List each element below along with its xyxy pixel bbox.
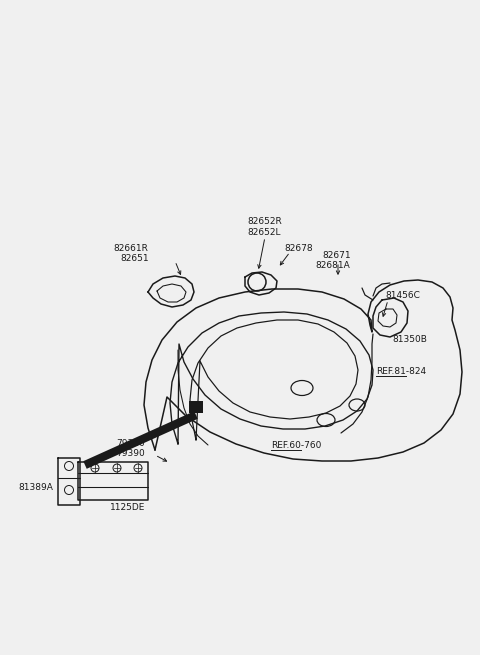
Text: 82651: 82651 — [120, 253, 149, 263]
FancyBboxPatch shape — [189, 401, 203, 413]
Text: 82652L: 82652L — [247, 227, 280, 236]
Text: 79380: 79380 — [116, 440, 145, 449]
Text: 79390: 79390 — [116, 449, 145, 458]
Text: 81389A: 81389A — [18, 483, 53, 491]
Text: REF.81-824: REF.81-824 — [376, 367, 426, 377]
Text: 82681A: 82681A — [315, 261, 350, 271]
Text: 82652R: 82652R — [247, 217, 282, 227]
Text: 81456C: 81456C — [385, 291, 420, 299]
Text: REF.60-760: REF.60-760 — [271, 441, 322, 451]
Text: 81350B: 81350B — [392, 335, 427, 345]
Text: 82671: 82671 — [322, 252, 350, 261]
Text: 82661R: 82661R — [113, 244, 148, 252]
Text: 82678: 82678 — [284, 244, 312, 252]
Text: 1125DE: 1125DE — [110, 504, 145, 512]
